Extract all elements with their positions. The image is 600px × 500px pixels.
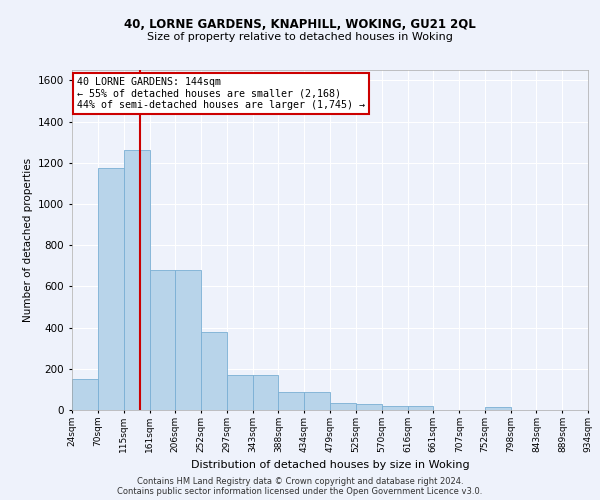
X-axis label: Distribution of detached houses by size in Woking: Distribution of detached houses by size … [191, 460, 469, 470]
Bar [382, 406, 407, 410]
Text: Contains HM Land Registry data © Crown copyright and database right 2024.
Contai: Contains HM Land Registry data © Crown c… [118, 476, 482, 496]
Bar [175, 270, 201, 410]
Bar [227, 375, 253, 410]
Bar [407, 406, 433, 410]
Bar [201, 332, 227, 410]
Bar [304, 392, 330, 410]
Bar [253, 375, 278, 410]
Text: 40, LORNE GARDENS, KNAPHILL, WOKING, GU21 2QL: 40, LORNE GARDENS, KNAPHILL, WOKING, GU2… [124, 18, 476, 30]
Bar [485, 407, 511, 410]
Text: 40 LORNE GARDENS: 144sqm
← 55% of detached houses are smaller (2,168)
44% of sem: 40 LORNE GARDENS: 144sqm ← 55% of detach… [77, 77, 365, 110]
Bar [149, 270, 175, 410]
Bar [72, 379, 98, 410]
Bar [278, 392, 304, 410]
Text: Size of property relative to detached houses in Woking: Size of property relative to detached ho… [147, 32, 453, 42]
Bar [330, 403, 356, 410]
Bar [124, 150, 149, 410]
Bar [356, 404, 382, 410]
Bar [98, 168, 124, 410]
Y-axis label: Number of detached properties: Number of detached properties [23, 158, 32, 322]
